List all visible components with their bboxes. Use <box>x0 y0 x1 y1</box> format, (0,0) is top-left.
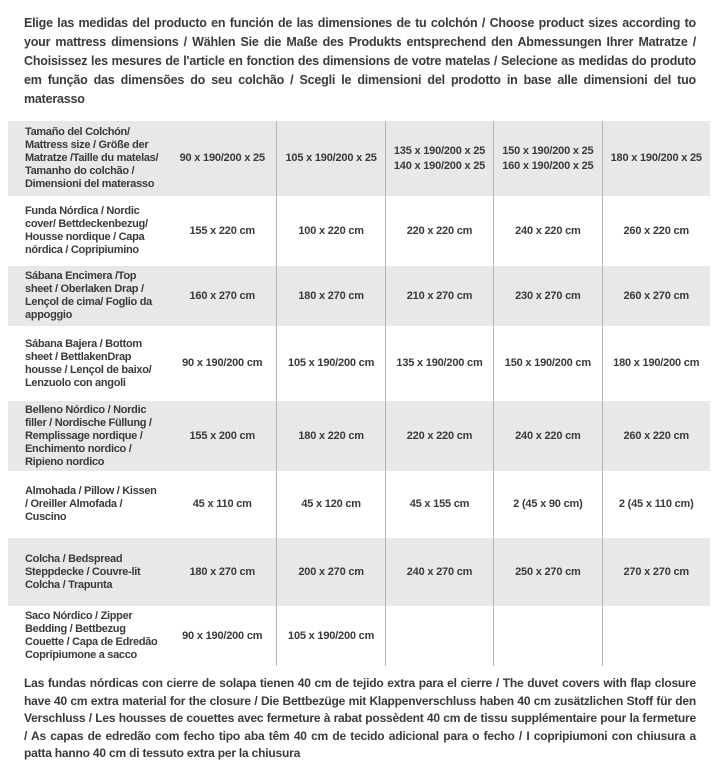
product-label: Saco Nórdico / Zipper Bedding / Bettbezu… <box>25 610 158 661</box>
product-label: Colcha / Bedspread Steppdecke / Couvre-l… <box>25 552 141 591</box>
size-value: 45 x 155 cm <box>409 498 470 510</box>
duvet-flap-note-text: Las fundas nórdicas con cierre de solapa… <box>24 676 696 760</box>
product-label: Tamaño del Colchón/ Mattress size / Größ… <box>25 126 159 190</box>
table-row: Sábana Bajera / Bottom sheet / Bettlaken… <box>8 326 710 401</box>
size-cell: 180 x 270 cm <box>276 266 384 326</box>
size-cell: 220 x 220 cm <box>384 196 493 266</box>
size-value: 260 x 220 cm <box>623 429 689 442</box>
size-value: 180 x 190/200 cm <box>613 357 700 369</box>
table-row: Saco Nórdico / Zipper Bedding / Bettbezu… <box>8 606 710 666</box>
size-value: 180 x 270 cm <box>189 565 255 578</box>
size-value: 240 x 220 cm <box>515 429 581 442</box>
product-size-page: Elige las medidas del producto en funció… <box>8 16 710 760</box>
size-value: 155 x 220 cm <box>189 224 255 237</box>
size-cell: 260 x 220 cm <box>601 401 710 471</box>
size-value: 210 x 270 cm <box>406 289 473 302</box>
size-cell: 240 x 270 cm <box>384 538 493 606</box>
size-value: 180 x 190/200 x 25 <box>610 152 702 164</box>
size-cell: 105 x 190/200 x 25 <box>276 121 384 196</box>
size-value: 100 x 220 cm <box>298 224 364 237</box>
size-value: 180 x 220 cm <box>298 429 364 442</box>
size-value: 250 x 270 cm <box>515 565 581 578</box>
size-cell: 105 x 190/200 cm <box>276 326 384 401</box>
size-cell: 150 x 190/200 x 25 160 x 190/200 x 25 <box>493 121 601 196</box>
size-value: 135 x 190/200 cm <box>396 357 483 369</box>
size-value: 105 x 190/200 cm <box>288 629 375 642</box>
size-value: 230 x 270 cm <box>515 289 581 302</box>
size-cell: 250 x 270 cm <box>493 538 601 606</box>
size-value: 90 x 190/200 cm <box>182 357 263 369</box>
table-row: Almohada / Pillow / Kissen / Oreiller Al… <box>8 471 710 538</box>
table-row: Belleno Nórdico / Nordic filler / Nordis… <box>8 401 710 471</box>
size-value: 260 x 220 cm <box>623 224 689 237</box>
size-value: 155 x 200 cm <box>189 429 255 442</box>
size-value: 140 x 190/200 x 25 <box>393 159 486 172</box>
product-label: Funda Nórdica / Nordic cover/ Bettdecken… <box>25 205 148 256</box>
size-value: 260 x 270 cm <box>623 289 689 302</box>
product-size-table: Tamaño del Colchón/ Mattress size / Größ… <box>8 121 710 666</box>
size-cell: 90 x 190/200 cm <box>168 606 276 666</box>
size-cell: 45 x 155 cm <box>384 471 493 538</box>
size-value: 220 x 220 cm <box>406 224 473 237</box>
size-cell: 45 x 120 cm <box>276 471 384 538</box>
size-cell: 2 (45 x 90 cm) <box>493 471 601 538</box>
size-cell: 135 x 190/200 x 25 140 x 190/200 x 25 <box>384 121 493 196</box>
size-value: 270 x 270 cm <box>623 565 689 578</box>
size-cell: 270 x 270 cm <box>601 538 710 606</box>
size-value: 2 (45 x 110 cm) <box>618 498 694 510</box>
table-row: Colcha / Bedspread Steppdecke / Couvre-l… <box>8 538 710 606</box>
size-value: 180 x 270 cm <box>298 289 364 302</box>
size-cell: 210 x 270 cm <box>384 266 493 326</box>
size-cell: 240 x 220 cm <box>493 401 601 471</box>
product-label: Belleno Nórdico / Nordic filler / Nordis… <box>25 403 152 468</box>
size-value: 150 x 190/200 x 25 <box>502 144 594 157</box>
size-value: 105 x 190/200 cm <box>288 357 375 369</box>
size-value: 105 x 190/200 x 25 <box>285 152 377 164</box>
size-cell: 260 x 270 cm <box>601 266 710 326</box>
size-value: 90 x 190/200 cm <box>182 629 263 642</box>
table-row: Funda Nórdica / Nordic cover/ Bettdecken… <box>8 196 710 266</box>
size-value: 90 x 190/200 x 25 <box>179 152 265 164</box>
size-cell: 90 x 190/200 cm <box>168 326 276 401</box>
size-cell: 180 x 190/200 cm <box>601 326 710 401</box>
size-value: 2 (45 x 90 cm) <box>513 498 583 510</box>
size-value: 135 x 190/200 x 25 <box>393 144 486 157</box>
size-cell: 180 x 190/200 x 25 <box>601 121 710 196</box>
size-guide-intro-text: Elige las medidas del producto en funció… <box>24 16 696 106</box>
size-cell: 260 x 220 cm <box>601 196 710 266</box>
size-cell: 100 x 220 cm <box>276 196 384 266</box>
size-value: 45 x 120 cm <box>301 498 361 510</box>
size-cell: 2 (45 x 110 cm) <box>601 471 710 538</box>
size-cell: 180 x 270 cm <box>168 538 276 606</box>
product-label: Almohada / Pillow / Kissen / Oreiller Al… <box>25 485 157 523</box>
size-cell: 230 x 270 cm <box>493 266 601 326</box>
size-cell: 105 x 190/200 cm <box>276 606 384 666</box>
size-value: 160 x 190/200 x 25 <box>502 159 594 172</box>
size-cell: 240 x 220 cm <box>493 196 601 266</box>
size-value: 45 x 110 cm <box>192 498 252 510</box>
size-value: 240 x 220 cm <box>515 224 581 237</box>
size-cell <box>493 606 601 666</box>
size-cell: 135 x 190/200 cm <box>384 326 493 401</box>
size-value: 150 x 190/200 cm <box>504 357 591 369</box>
table-row: Tamaño del Colchón/ Mattress size / Größ… <box>8 121 710 196</box>
size-value: 220 x 220 cm <box>406 429 473 442</box>
size-cell: 90 x 190/200 x 25 <box>168 121 276 196</box>
size-cell <box>384 606 493 666</box>
size-cell: 45 x 110 cm <box>168 471 276 538</box>
size-cell: 150 x 190/200 cm <box>493 326 601 401</box>
product-label: Sábana Bajera / Bottom sheet / Bettlaken… <box>25 337 152 389</box>
size-cell: 155 x 220 cm <box>168 196 276 266</box>
product-label: Sábana Encimera /Top sheet / Oberlaken D… <box>25 270 152 321</box>
size-cell: 160 x 270 cm <box>168 266 276 326</box>
size-value: 160 x 270 cm <box>189 289 255 302</box>
size-cell <box>601 606 710 666</box>
size-value: 200 x 270 cm <box>298 565 364 578</box>
table-row: Sábana Encimera /Top sheet / Oberlaken D… <box>8 266 710 326</box>
size-cell: 200 x 270 cm <box>276 538 384 606</box>
size-value: 240 x 270 cm <box>406 565 473 578</box>
size-cell: 155 x 200 cm <box>168 401 276 471</box>
size-cell: 220 x 220 cm <box>384 401 493 471</box>
size-cell: 180 x 220 cm <box>276 401 384 471</box>
